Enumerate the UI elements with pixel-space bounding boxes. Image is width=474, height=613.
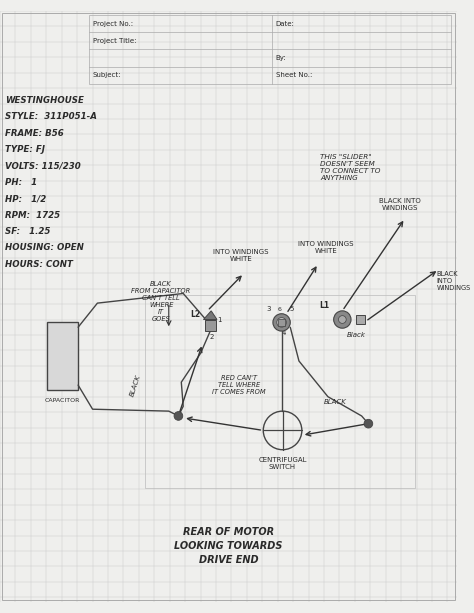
Text: HOURS: CONT: HOURS: CONT	[5, 260, 73, 268]
Text: L2: L2	[191, 310, 201, 319]
Circle shape	[338, 316, 346, 324]
Text: Project No.:: Project No.:	[92, 21, 133, 28]
Circle shape	[174, 411, 183, 421]
Bar	[89, 15, 451, 84]
Text: FRAME: B56: FRAME: B56	[5, 129, 64, 137]
Text: Subject:: Subject:	[92, 72, 121, 78]
Text: BLACK
FROM CAPACITOR
CAN'T TELL
WHERE
IT
GOES: BLACK FROM CAPACITOR CAN'T TELL WHERE IT…	[131, 281, 191, 322]
Text: L1: L1	[319, 301, 330, 310]
Text: PH:   1: PH: 1	[5, 178, 37, 187]
Text: BLACK
INTO
WINDINGS: BLACK INTO WINDINGS	[437, 272, 471, 291]
Bar	[278, 319, 285, 326]
Circle shape	[273, 314, 290, 331]
Text: THIS "SLIDER"
DOESN'T SEEM
TO CONNECT TO
ANYTHING: THIS "SLIDER" DOESN'T SEEM TO CONNECT TO…	[320, 154, 381, 181]
Text: INTO WINDINGS
WHITE: INTO WINDINGS WHITE	[298, 241, 354, 254]
Text: CAPACITOR: CAPACITOR	[45, 398, 81, 403]
Text: 4: 4	[282, 330, 286, 336]
Text: HOUSING: OPEN: HOUSING: OPEN	[5, 243, 84, 253]
Text: BLACK: BLACK	[128, 374, 141, 398]
Bar	[47, 322, 78, 390]
Circle shape	[334, 311, 351, 328]
Text: RED CAN'T
TELL WHERE
IT COMES FROM: RED CAN'T TELL WHERE IT COMES FROM	[212, 375, 266, 395]
Text: 3: 3	[267, 306, 271, 312]
Text: Sheet No.:: Sheet No.:	[276, 72, 312, 78]
Text: BLACK: BLACK	[324, 400, 347, 405]
Bar	[145, 295, 415, 489]
Text: 5: 5	[289, 306, 293, 312]
Text: By:: By:	[276, 55, 287, 61]
Text: TYPE: FJ: TYPE: FJ	[5, 145, 45, 154]
Polygon shape	[203, 311, 217, 319]
Text: Project Title:: Project Title:	[92, 38, 136, 44]
Text: 1: 1	[217, 316, 221, 322]
Text: 2: 2	[210, 334, 214, 340]
Text: CENTRIFUGAL
SWITCH: CENTRIFUGAL SWITCH	[258, 457, 307, 470]
Bar	[205, 319, 216, 331]
Bar	[356, 314, 365, 324]
Text: VOLTS: 115/230: VOLTS: 115/230	[5, 161, 81, 170]
Text: Black: Black	[347, 332, 366, 338]
Text: INTO WINDINGS
WHITE: INTO WINDINGS WHITE	[213, 249, 269, 262]
Circle shape	[364, 419, 373, 428]
Text: SF:   1.25: SF: 1.25	[5, 227, 50, 236]
Text: REAR OF MOTOR
LOOKING TOWARDS
DRIVE END: REAR OF MOTOR LOOKING TOWARDS DRIVE END	[174, 527, 283, 565]
Circle shape	[277, 318, 286, 327]
Text: STYLE:  311P051-A: STYLE: 311P051-A	[5, 112, 97, 121]
Text: 6: 6	[278, 307, 282, 312]
Text: HP:   1/2: HP: 1/2	[5, 194, 46, 203]
Text: RPM:  1725: RPM: 1725	[5, 210, 60, 219]
Text: WESTINGHOUSE: WESTINGHOUSE	[5, 96, 84, 105]
Text: BLACK INTO
WINDINGS: BLACK INTO WINDINGS	[379, 197, 421, 210]
Text: Date:: Date:	[276, 21, 295, 28]
